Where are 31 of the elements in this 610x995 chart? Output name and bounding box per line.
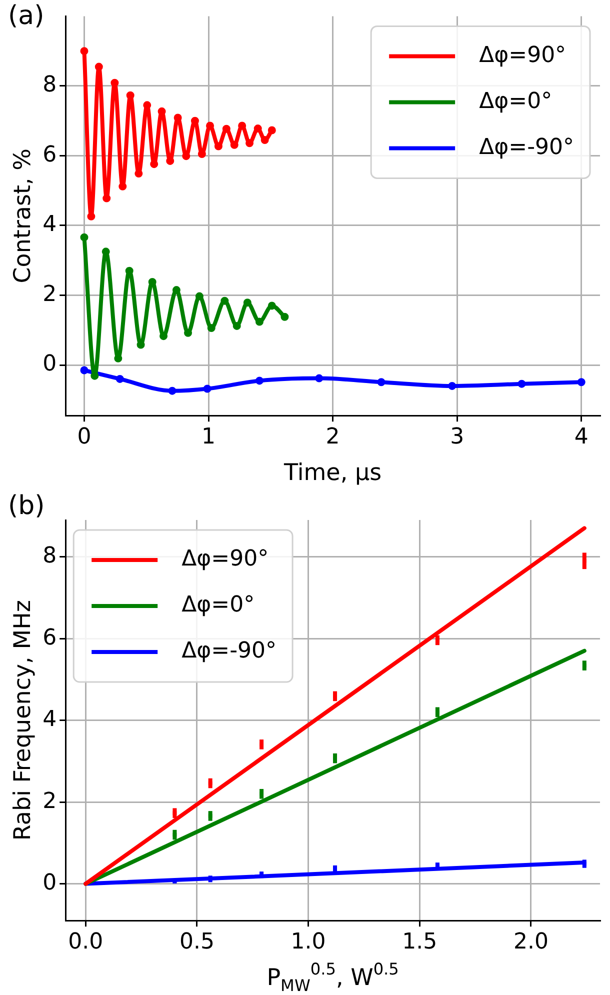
legend-label: Δφ=90° [182,546,269,572]
x-tick-label: 1 [202,424,216,450]
x-axis-title: Time, µs [283,460,382,486]
x-tick-label: 2.0 [513,930,548,955]
legend-label: Δφ=0° [182,592,255,618]
y-tick-label: 8 [42,72,57,98]
y-axis-title: Rabi Frequency, MHz [10,600,36,841]
legend-label: Δφ=-90° [479,134,574,160]
x-tick-label: 0 [77,424,92,450]
legend-label: Δφ=0° [479,88,552,114]
chart-title: (a) [8,0,44,31]
y-tick-label: 0 [42,352,57,377]
legend-label: Δφ=-90° [182,638,277,664]
legend-label: Δφ=90° [479,42,566,68]
x-tick-label: 0.0 [68,930,104,955]
chart-title: (b) [8,490,45,521]
y-tick-label: 8 [42,544,57,569]
y-tick-label: 6 [42,142,57,168]
x-tick-label: 1.0 [290,930,326,955]
y-tick-label: 0 [42,870,57,896]
y-tick-label: 2 [42,788,57,814]
x-tick-label: 0.5 [179,930,214,955]
y-tick-label: 6 [42,625,57,650]
x-tick-label: 2 [326,424,340,450]
x-tick-label: 3 [450,424,464,450]
y-axis-title: Contrast, % [10,148,36,284]
x-tick-label: 4 [574,424,588,450]
x-tick-label: 1.5 [402,930,438,955]
y-tick-label: 2 [42,282,57,307]
y-tick-label: 4 [42,212,57,238]
y-tick-label: 4 [42,707,57,732]
